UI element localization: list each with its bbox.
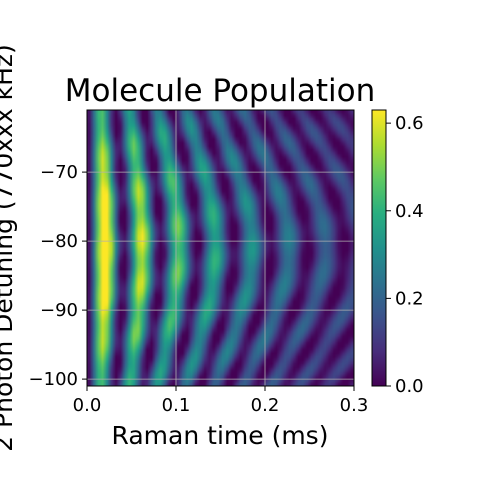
colorbar-gradient [371,109,387,387]
colorbar-tick-label: 0.2 [395,288,424,309]
y-tick-label: −70 [40,162,78,183]
heatmap-image [87,110,354,386]
heatmap [87,110,354,386]
y-tick-label: −90 [40,300,78,321]
x-tick-label: 0.0 [73,395,102,416]
colorbar-tick-label: 0.4 [395,201,424,222]
colorbar-ticks: 0.0 0.2 0.4 0.6 [386,113,424,397]
x-axis-label: Raman time (ms) [112,421,329,450]
colorbar-tick-label: 0.0 [395,376,424,397]
y-tick-label: −80 [40,231,78,252]
x-tick-label: 0.3 [340,395,369,416]
chart-title: Molecule Population [65,73,376,109]
colorbar-tick-label: 0.6 [395,113,424,134]
y-axis-label: 2 Photon Detuning (770xxx kHz) [0,44,18,452]
colorbar: 0.0 0.2 0.4 0.6 [371,109,424,397]
x-tick-label: 0.1 [162,395,191,416]
plot-frame [86,109,355,387]
x-tick-label: 0.2 [251,395,280,416]
x-axis: 0.0 0.1 0.2 0.3 [73,386,369,416]
y-axis: −70 −80 −90 −100 [29,162,87,390]
y-tick-label: −100 [29,369,78,390]
